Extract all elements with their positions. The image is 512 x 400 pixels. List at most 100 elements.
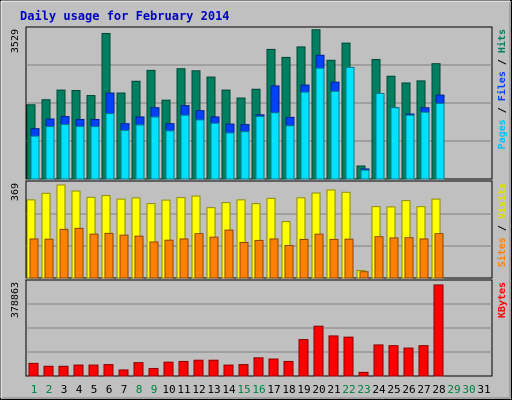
x-tick-label: 5: [91, 383, 98, 396]
x-tick-label: 29: [447, 383, 460, 396]
bar-pages-day-18: [285, 125, 295, 180]
x-tick-label: 14: [222, 383, 236, 396]
bar-sites-day-4: [74, 227, 84, 279]
chart-title: Daily usage for February 2014: [20, 9, 230, 23]
bar-pages-day-4: [75, 126, 85, 180]
bar-sites-day-2: [44, 238, 54, 279]
bar-kbytes-day-24: [373, 344, 384, 377]
bar-pages-day-27: [420, 111, 430, 180]
bar-kbytes-day-16: [253, 357, 264, 377]
bar-pages-day-3: [60, 123, 70, 180]
x-tick-label: 18: [282, 383, 295, 396]
bar-sites-day-3: [59, 228, 69, 279]
bar-sites-day-26: [404, 237, 414, 279]
x-tick-label: 1: [31, 383, 38, 396]
bar-sites-day-21: [329, 238, 339, 279]
bar-pages-day-9: [150, 116, 160, 180]
y-max-label-kbytes: 378863: [10, 282, 21, 318]
legend-item: /: [497, 219, 508, 237]
bar-sites-day-6: [104, 232, 114, 279]
bar-kbytes-day-5: [88, 364, 99, 377]
x-tick-label: 31: [477, 383, 490, 396]
bar-sites-day-13: [209, 236, 219, 279]
bar-sites-day-17: [269, 238, 279, 279]
bar-sites-day-18: [284, 244, 294, 279]
x-tick-label: 8: [136, 383, 143, 396]
bar-kbytes-day-17: [268, 358, 279, 377]
x-tick-label: 26: [402, 383, 415, 396]
bar-kbytes-day-22: [343, 336, 354, 377]
x-tick-label: 9: [151, 383, 158, 396]
x-tick-label: 2: [46, 383, 53, 396]
legend-item: Visits: [496, 183, 508, 219]
x-tick-label: 25: [387, 383, 400, 396]
bar-pages-day-23: [360, 169, 370, 180]
bar-pages-day-20: [315, 67, 325, 180]
bar-kbytes-day-4: [73, 364, 84, 377]
bar-pages-day-14: [225, 132, 235, 180]
legend-item: KBytes: [497, 282, 508, 318]
bar-pages-day-26: [405, 114, 415, 180]
bar-kbytes-day-26: [403, 347, 414, 377]
bar-kbytes-day-15: [238, 364, 249, 377]
x-tick-label: 30: [462, 383, 475, 396]
bar-kbytes-day-20: [313, 325, 324, 377]
bar-kbytes-day-23: [358, 371, 369, 377]
bar-pages-day-8: [135, 124, 145, 180]
bar-sites-day-19: [299, 238, 309, 279]
bar-pages-day-28: [435, 103, 445, 180]
bar-pages-day-13: [210, 122, 220, 180]
x-tick-label: 13: [207, 383, 220, 396]
bar-sites-day-22: [344, 238, 354, 279]
x-tick-label: 21: [327, 383, 340, 396]
bar-pages-day-10: [165, 130, 175, 180]
bar-kbytes-day-12: [193, 359, 204, 377]
panel-visits: 369 Sites / Visits: [10, 180, 508, 279]
bar-sites-day-1: [29, 238, 39, 279]
bar-pages-day-15: [240, 131, 250, 180]
x-tick-label: 28: [432, 383, 445, 396]
bar-pages-day-12: [195, 119, 205, 180]
bar-kbytes-day-3: [58, 365, 69, 377]
x-axis-labels: 1 2 3 4 5 6 7 8 9 10 11 12 13 14 15 16 17 18 19 20 21 22 23 24 2…: [31, 383, 491, 396]
bar-sites-day-14: [224, 229, 234, 279]
y-max-label-visits: 369: [10, 183, 21, 201]
bar-kbytes-day-21: [328, 335, 339, 377]
bar-sites-day-12: [194, 233, 204, 279]
bar-sites-day-8: [134, 235, 144, 279]
x-tick-label: 19: [297, 383, 310, 396]
x-tick-label: 16: [252, 383, 265, 396]
bar-kbytes-day-2: [43, 365, 54, 377]
bar-pages-day-21: [330, 90, 340, 180]
panel-hits: 3529 Pages / Files / Hits: [10, 26, 508, 180]
legend-item: Pages: [497, 119, 508, 149]
bar-kbytes-day-6: [103, 364, 114, 377]
x-tick-label: 11: [177, 383, 190, 396]
legend-item: Sites: [496, 237, 508, 267]
bar-sites-day-16: [254, 239, 264, 279]
legend-item: /: [497, 101, 508, 119]
bar-sites-day-25: [389, 237, 399, 279]
x-tick-label: 15: [237, 383, 250, 396]
bar-pages-day-5: [90, 126, 100, 180]
bar-kbytes-day-14: [223, 364, 234, 377]
x-tick-label: 6: [106, 383, 113, 396]
bar-pages-day-24: [375, 92, 385, 180]
bar-kbytes-day-25: [388, 345, 399, 377]
x-tick-label: 17: [267, 383, 280, 396]
bar-pages-day-17: [270, 112, 280, 180]
x-tick-label: 12: [192, 383, 205, 396]
x-tick-label: 4: [76, 383, 83, 396]
bar-pages-day-2: [45, 126, 55, 180]
bar-kbytes-day-10: [163, 361, 174, 377]
legend-visits: Sites / Visits: [496, 183, 508, 267]
x-tick-label: 27: [417, 383, 430, 396]
legend-hits: Pages / Files / Hits: [496, 29, 508, 149]
panel-kbytes: 378863 KBytes: [10, 279, 508, 377]
bar-sites-day-15: [239, 241, 249, 279]
bar-kbytes-day-7: [118, 369, 129, 377]
bar-pages-day-6: [105, 113, 115, 180]
bar-kbytes-day-11: [178, 360, 189, 377]
bar-sites-day-27: [419, 238, 429, 279]
